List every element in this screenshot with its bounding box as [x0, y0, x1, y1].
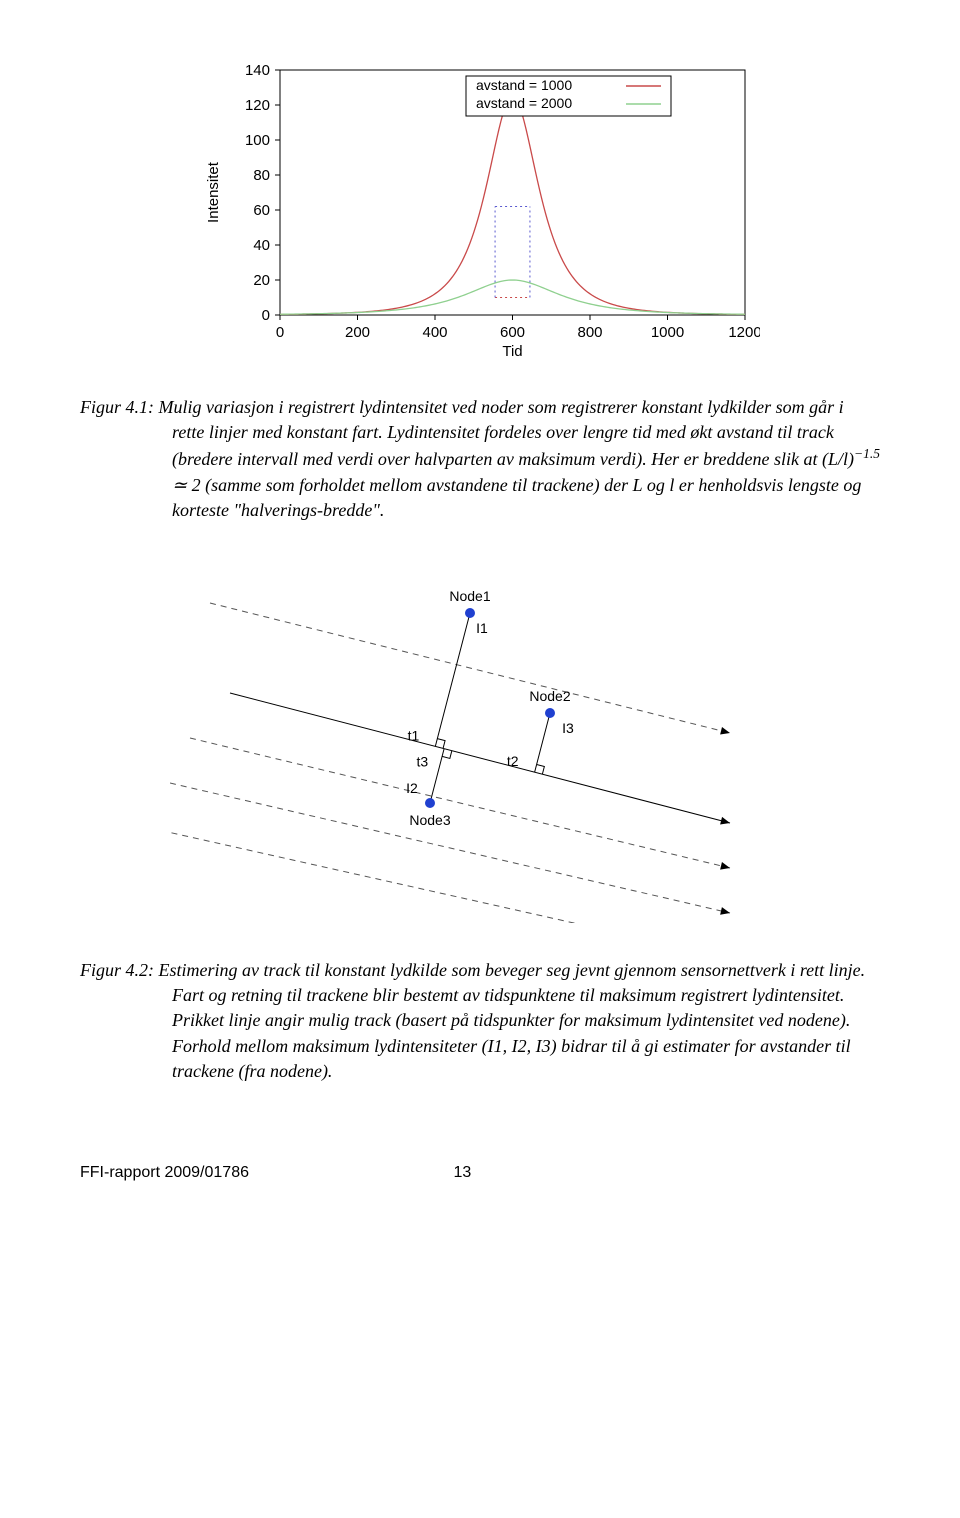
diagram-svg: Node1 I1 t1 Node2 I3 t2 Node3 I2 t3: [170, 563, 790, 923]
svg-text:Node2: Node2: [529, 688, 570, 704]
svg-text:800: 800: [577, 324, 602, 341]
figure-4-1-caption: Figur 4.1: Mulig variasjon i registrert …: [80, 395, 880, 523]
svg-text:100: 100: [245, 132, 270, 149]
svg-text:Intensitet: Intensitet: [205, 161, 222, 223]
svg-text:0: 0: [262, 307, 270, 324]
caption-label-2: Figur 4.2:: [80, 960, 154, 980]
track-diagram: Node1 I1 t1 Node2 I3 t2 Node3 I2 t3: [80, 563, 880, 928]
svg-text:Node3: Node3: [409, 812, 450, 828]
svg-text:20: 20: [253, 272, 270, 289]
svg-text:400: 400: [422, 324, 447, 341]
svg-text:t3: t3: [416, 754, 428, 770]
svg-text:1200: 1200: [728, 324, 760, 341]
figure-4-2-caption: Figur 4.2: Estimering av track til konst…: [80, 958, 880, 1084]
chart-svg: 0 200 400 600 800 1000 1200 0 20 40 60 80 100 120 140 T…: [200, 60, 760, 360]
svg-text:0: 0: [276, 324, 284, 341]
svg-text:140: 140: [245, 62, 270, 79]
svg-text:avstand = 1000: avstand = 1000: [476, 77, 572, 93]
caption-text-3: Estimering av track til konstant lydkild…: [159, 960, 866, 1081]
svg-text:Node1: Node1: [449, 588, 490, 604]
svg-text:60: 60: [253, 202, 270, 219]
page-number: 13: [453, 1164, 471, 1182]
caption-text-1: Mulig variasjon i registrert lydintensit…: [159, 397, 854, 469]
svg-text:80: 80: [253, 167, 270, 184]
svg-text:t1: t1: [408, 727, 420, 743]
svg-text:200: 200: [345, 324, 370, 341]
svg-text:40: 40: [253, 237, 270, 254]
svg-text:I3: I3: [562, 720, 574, 736]
svg-text:I2: I2: [406, 780, 418, 796]
svg-text:Tid: Tid: [502, 343, 522, 360]
svg-text:1000: 1000: [651, 324, 684, 341]
page-footer: FFI-rapport 2009/01786 13: [80, 1164, 880, 1182]
svg-text:600: 600: [500, 324, 525, 341]
report-number: FFI-rapport 2009/01786: [80, 1164, 249, 1182]
caption-exponent: −1.5: [854, 446, 880, 461]
caption-text-2: ≃ 2 (samme som forholdet mellom avstande…: [172, 475, 861, 520]
intensity-chart: 0 200 400 600 800 1000 1200 0 20 40 60 80 100 120 140 T…: [80, 60, 880, 365]
svg-text:I1: I1: [476, 620, 488, 636]
caption-label: Figur 4.1:: [80, 397, 154, 417]
svg-text:t2: t2: [507, 753, 519, 769]
svg-text:120: 120: [245, 97, 270, 114]
svg-text:avstand = 2000: avstand = 2000: [476, 95, 572, 111]
